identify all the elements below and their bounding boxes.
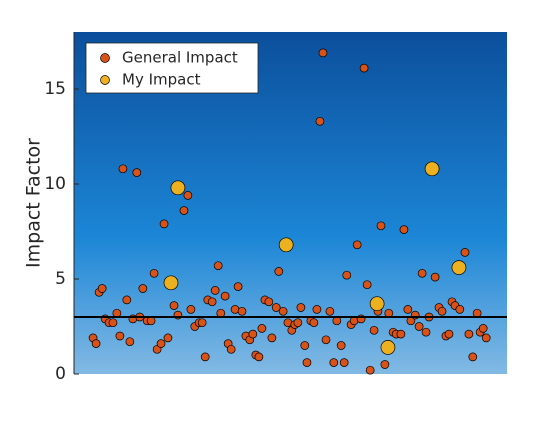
data-point bbox=[108, 318, 118, 328]
y-tick-label: 5 bbox=[55, 269, 66, 289]
data-point bbox=[481, 333, 491, 343]
y-tick-label: 15 bbox=[44, 79, 66, 99]
data-point bbox=[170, 180, 186, 196]
data-point bbox=[339, 358, 349, 367]
data-point bbox=[362, 280, 372, 290]
data-point bbox=[302, 358, 312, 367]
data-point bbox=[233, 282, 243, 291]
data-point bbox=[444, 329, 454, 339]
legend-marker bbox=[100, 53, 110, 63]
data-point bbox=[115, 331, 125, 341]
legend-label: My Impact bbox=[122, 71, 201, 89]
data-point bbox=[424, 161, 440, 177]
data-point bbox=[257, 324, 267, 333]
legend-box bbox=[85, 42, 259, 94]
data-point bbox=[226, 344, 236, 354]
data-point bbox=[318, 48, 328, 58]
data-point bbox=[163, 275, 179, 291]
data-point bbox=[312, 305, 322, 314]
data-point bbox=[296, 303, 306, 312]
data-point bbox=[455, 305, 465, 314]
y-tick-label: 0 bbox=[55, 364, 66, 384]
data-point bbox=[132, 168, 142, 177]
data-point bbox=[210, 286, 220, 295]
data-point bbox=[478, 324, 488, 333]
data-point bbox=[118, 164, 128, 174]
data-point bbox=[197, 318, 207, 328]
data-point bbox=[365, 365, 375, 375]
data-point bbox=[122, 295, 132, 305]
y-axis-label: Impact Factor bbox=[23, 138, 45, 268]
data-point bbox=[278, 237, 294, 253]
data-point bbox=[293, 318, 303, 328]
data-point bbox=[325, 306, 335, 316]
data-point bbox=[417, 268, 427, 278]
data-point bbox=[159, 219, 169, 229]
data-point bbox=[200, 352, 210, 362]
data-point bbox=[125, 337, 135, 347]
data-point bbox=[464, 329, 474, 339]
y-tick-label: 10 bbox=[44, 174, 66, 194]
data-point bbox=[179, 206, 189, 215]
data-point bbox=[421, 327, 431, 337]
data-point bbox=[278, 306, 288, 316]
data-point bbox=[183, 191, 193, 200]
data-point bbox=[460, 248, 470, 257]
data-point bbox=[329, 358, 339, 367]
data-point bbox=[149, 268, 159, 278]
data-point bbox=[300, 341, 310, 350]
legend-label: General Impact bbox=[122, 49, 238, 67]
data-point bbox=[156, 339, 166, 348]
data-point bbox=[309, 318, 319, 328]
data-point bbox=[248, 329, 258, 339]
data-point bbox=[399, 225, 409, 234]
data-point bbox=[264, 297, 274, 307]
legend-marker bbox=[100, 75, 110, 85]
data-point bbox=[342, 270, 352, 280]
data-point bbox=[271, 303, 281, 312]
data-point bbox=[430, 272, 440, 282]
data-point bbox=[237, 306, 247, 316]
data-point bbox=[359, 63, 369, 73]
data-point bbox=[369, 296, 385, 312]
data-point bbox=[163, 333, 173, 343]
data-point bbox=[254, 352, 264, 362]
data-point bbox=[213, 261, 223, 271]
data-point bbox=[451, 260, 467, 275]
data-point bbox=[91, 339, 101, 348]
data-point bbox=[396, 329, 406, 339]
data-point bbox=[352, 240, 362, 250]
data-point bbox=[414, 322, 424, 331]
data-point bbox=[437, 306, 447, 316]
data-point bbox=[468, 352, 478, 362]
data-point bbox=[376, 221, 386, 231]
data-point bbox=[274, 267, 284, 276]
data-point bbox=[267, 333, 277, 343]
data-point bbox=[315, 116, 325, 126]
data-point bbox=[97, 284, 107, 293]
data-point bbox=[336, 341, 346, 350]
data-point bbox=[403, 305, 413, 314]
data-point bbox=[138, 284, 148, 293]
data-point bbox=[369, 325, 379, 335]
data-point bbox=[207, 297, 217, 307]
data-point bbox=[321, 335, 331, 345]
data-point bbox=[220, 291, 230, 301]
data-point bbox=[186, 305, 196, 314]
data-point bbox=[169, 301, 179, 310]
data-point bbox=[380, 360, 390, 369]
data-point bbox=[380, 340, 396, 355]
